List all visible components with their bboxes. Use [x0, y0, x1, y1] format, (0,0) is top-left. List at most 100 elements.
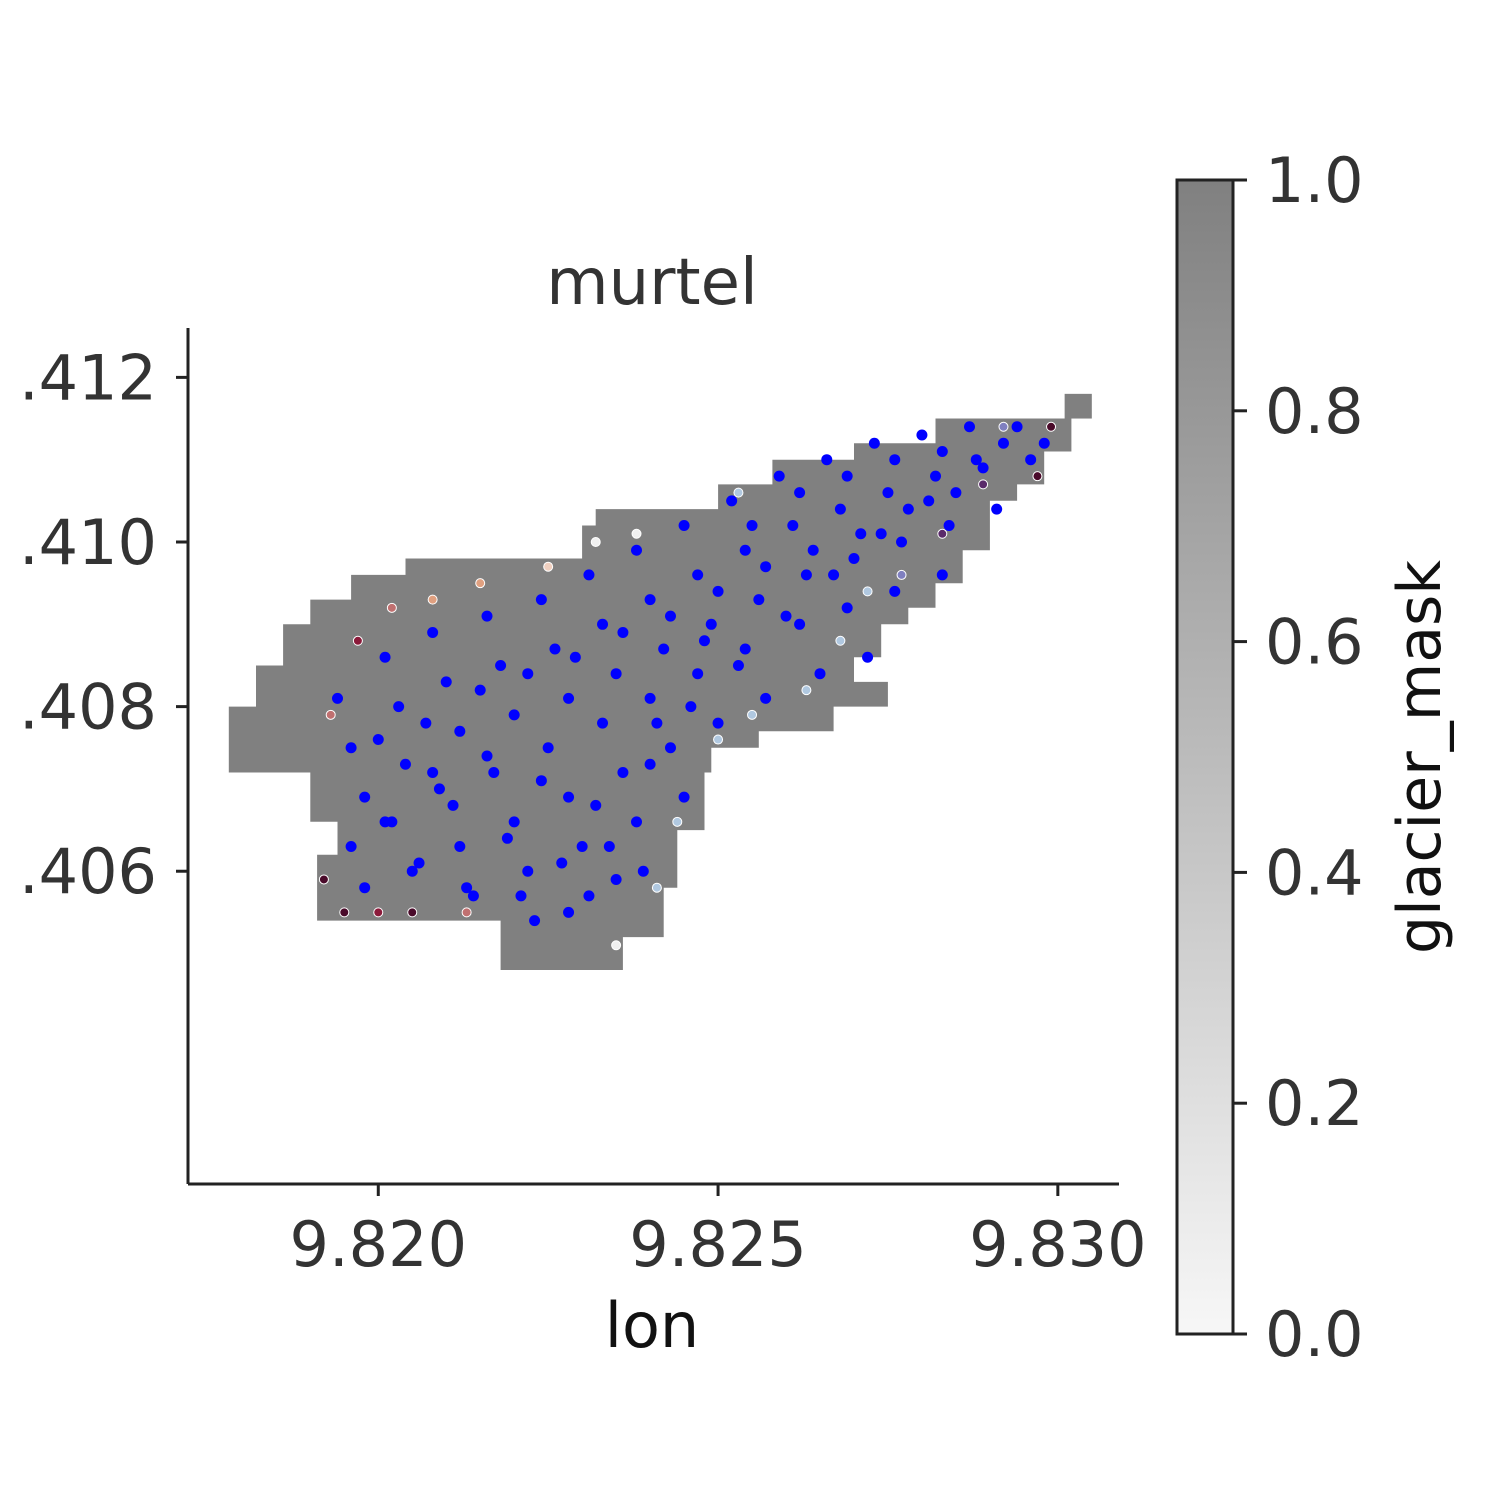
scatter-point	[440, 676, 452, 688]
scatter-point	[359, 791, 371, 803]
scatter-point	[1011, 421, 1023, 433]
scatter-point	[508, 709, 520, 721]
scatter-point	[359, 882, 371, 894]
scatter-point	[746, 520, 758, 532]
scatter-point	[583, 890, 595, 902]
scatter-point	[950, 487, 962, 499]
scatter-point	[868, 437, 880, 449]
scatter-point	[427, 627, 439, 639]
scatter-point	[930, 470, 942, 482]
scatter-point	[563, 906, 575, 918]
x-ticks: 9.820 9.825 9.830	[290, 1184, 1147, 1281]
scatter-point	[855, 528, 867, 540]
scatter-point	[433, 783, 445, 795]
chart-title: murtel	[546, 246, 757, 320]
scatter-point	[495, 659, 507, 671]
scatter-point	[535, 775, 547, 787]
scatter-point	[345, 742, 357, 754]
scatter-point	[760, 692, 772, 704]
colorbar-tick-label: 0.0	[1265, 1298, 1364, 1371]
scatter-point	[787, 520, 799, 532]
scatter-point	[467, 890, 479, 902]
x-tick-label: 9.825	[629, 1208, 807, 1281]
mask-sample-point	[318, 874, 329, 885]
scatter-point	[631, 816, 643, 828]
scatter-point	[597, 618, 609, 630]
scatter-point	[977, 462, 989, 474]
scatter-point	[522, 865, 534, 877]
scatter-point	[399, 758, 411, 770]
mask-sample-point	[1046, 421, 1057, 432]
glacier-mask-cell	[1064, 393, 1092, 419]
scatter-point	[481, 750, 493, 762]
scatter-point	[644, 758, 656, 770]
scatter-point	[563, 791, 575, 803]
scatter-point	[800, 569, 812, 581]
scatter-point	[970, 454, 982, 466]
mask-sample-point	[475, 578, 486, 589]
scatter-point	[474, 684, 486, 696]
colorbar-tick-label: 0.6	[1265, 606, 1364, 679]
mask-sample-point	[461, 907, 472, 918]
scatter-point	[943, 520, 955, 532]
scatter-point	[332, 692, 344, 704]
mask-sample-point	[590, 537, 601, 547]
scatter-point	[862, 651, 874, 663]
colorbar-label: glacier_mask	[1385, 560, 1455, 954]
scatter-point	[379, 651, 391, 663]
mask-sample-point	[631, 528, 642, 539]
scatter-point	[529, 915, 541, 927]
mask-sample-point	[998, 421, 1009, 432]
scatter-point	[549, 643, 561, 655]
scatter-point	[590, 799, 602, 811]
scatter-point	[753, 594, 765, 606]
scatter-point	[773, 470, 785, 482]
mask-sample-point	[672, 816, 683, 827]
scatter-point	[712, 717, 724, 729]
scatter-point	[488, 766, 500, 778]
scatter-point	[678, 520, 690, 532]
scatter-point	[372, 734, 384, 746]
scatter-point	[1038, 437, 1050, 449]
y-ticks: .406 .408 .410 .412	[19, 341, 188, 908]
scatter-point	[522, 668, 534, 680]
scatter-point	[393, 701, 405, 713]
colorbar-tick-label: 0.2	[1265, 1067, 1364, 1140]
scatter-point	[882, 487, 894, 499]
mask-sample-point	[651, 882, 662, 893]
mask-sample-point	[427, 594, 438, 605]
scatter-point	[916, 429, 928, 441]
scatter-point	[902, 503, 914, 515]
scatter-point	[739, 544, 751, 556]
mask-sample-point	[862, 586, 873, 597]
scatter-point	[345, 841, 357, 853]
mask-sample-point	[543, 561, 554, 572]
scatter-point	[821, 454, 833, 466]
scatter-point	[739, 643, 751, 655]
scatter-point	[726, 495, 738, 507]
y-tick-label: .410	[19, 506, 157, 579]
scatter-point	[420, 717, 432, 729]
scatter-point	[1025, 454, 1037, 466]
scatter-point	[997, 437, 1009, 449]
y-tick-label: .408	[19, 671, 157, 744]
scatter-point	[427, 766, 439, 778]
scatter-point	[610, 873, 622, 885]
scatter-point	[896, 536, 908, 548]
scatter-point	[610, 668, 622, 680]
scatter-point	[834, 503, 846, 515]
colorbar-tick-label: 0.8	[1265, 375, 1364, 448]
mask-sample-point	[611, 940, 622, 951]
scatter-point	[664, 610, 676, 622]
scatter-point	[501, 832, 513, 844]
mask-sample-point	[896, 569, 907, 580]
scatter-point	[685, 701, 697, 713]
mask-sample-point	[325, 709, 336, 720]
mask-sample-point	[339, 907, 350, 918]
scatter-point	[794, 618, 806, 630]
scatter-points-layer	[332, 421, 1050, 927]
scatter-point	[732, 659, 744, 671]
x-tick-label: 9.830	[969, 1208, 1147, 1281]
scatter-point	[841, 470, 853, 482]
